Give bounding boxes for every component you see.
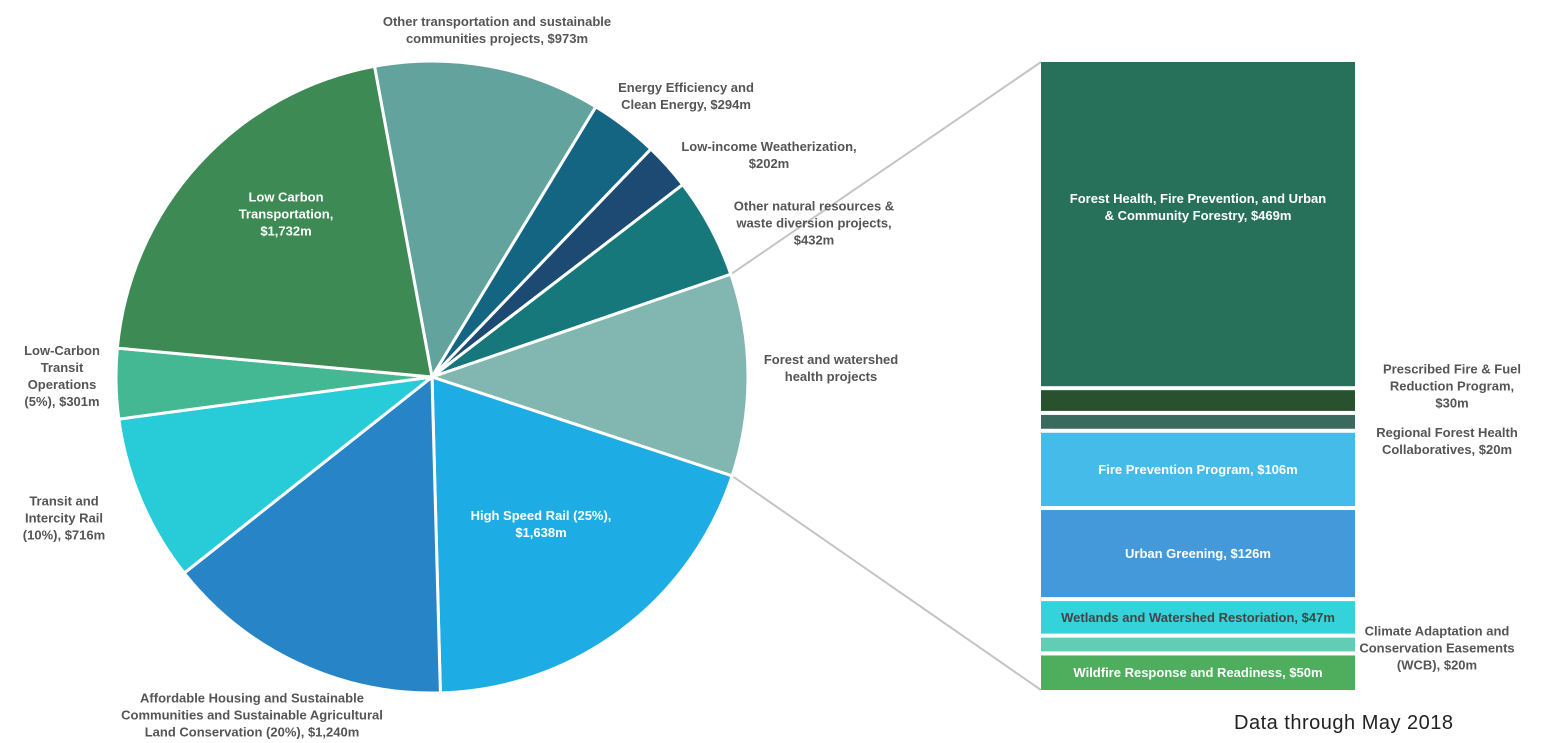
pie-label-energy-efficiency-and-clean-energy-294m-line: Clean Energy, $294m (621, 97, 751, 112)
pie-label-other-transportation-and-sustainable-com-line: communities projects, $973m (406, 31, 588, 46)
pie-slice-other-transportation-and-sustainable-com (372, 59, 598, 382)
bar-segment-prescribed-fire-fuel-reduction-program-3 (1041, 390, 1355, 411)
data-date-note: Data through May 2018 (1234, 712, 1454, 734)
connector-line-top (730, 61, 1042, 276)
pie-label-low-income-weatherization-202m-line: Low-income Weatherization, (681, 139, 856, 154)
pie-label-energy-efficiency-and-clean-energy-294m: Energy Efficiency and Clean Energy, $294m (618, 80, 754, 112)
pie-label-affordable-housing-and-sustainable-commu-line: Land Conservation (20%), $1,240m (145, 725, 360, 740)
pie-slice-transit-and-intercity-rail-10-716m (117, 374, 438, 576)
pie-slice-forest-and-watershed-health-projects (427, 272, 750, 478)
bar-label-climate-adaptation-and-conservation-ease-line: (WCB), $20m (1397, 658, 1477, 673)
pie-label-low-carbon-transit-operations-5-301m-line: Operations (28, 377, 97, 392)
pie-label-affordable-housing-and-sustainable-commu: Affordable Housing and Sustainable Commun… (121, 691, 383, 740)
pie-label-low-carbon-transit-operations-5-301m-line: Low-Carbon (24, 343, 100, 358)
bar-label-forest-health-fire-prevention-and-urban--line: & Community Forestry, $469m (1105, 208, 1292, 223)
pie-label-high-speed-rail-25-1-638m: High Speed Rail (25%), $1,638m (471, 508, 612, 540)
bar-label-climate-adaptation-and-conservation-ease-line: Conservation Easements (1359, 641, 1514, 656)
pie-label-transit-and-intercity-rail-10-716m-line: Intercity Rail (25, 511, 103, 526)
pie-label-low-carbon-transportation-1-732m-line: $1,732m (260, 224, 311, 239)
bar-segment-fire-prevention-program-106m (1041, 432, 1355, 507)
pie-labels: Other transportation and sustainable comm… (23, 14, 898, 740)
pie-label-low-carbon-transportation-1-732m-line: Low Carbon (248, 190, 323, 205)
pie-slice-high-speed-rail-25-1-638m (430, 374, 735, 695)
pie-label-high-speed-rail-25-1-638m-line: High Speed Rail (25%), (471, 508, 612, 523)
stacked-bar (1041, 62, 1355, 690)
pie-label-low-income-weatherization-202m-line: $202m (749, 156, 789, 171)
bar-label-urban-greening-126m: Urban Greening, $126m (1125, 546, 1271, 561)
pie-label-other-natural-resources-waste-diversion--line: Other natural resources & (734, 199, 894, 214)
bar-label-wildfire-response-and-readiness-50m-line: Wildfire Response and Readiness, $50m (1073, 665, 1322, 680)
bar-segment-regional-forest-health-collaboratives-20 (1041, 414, 1355, 429)
bar-label-fire-prevention-program-106m: Fire Prevention Program, $106m (1098, 462, 1297, 477)
pie-label-other-transportation-and-sustainable-com-line: Other transportation and sustainable (383, 14, 611, 29)
bar-label-wetlands-and-watershed-restoriation-47m: Wetlands and Watershed Restoriation, $47… (1061, 610, 1335, 625)
pie-chart (114, 59, 750, 695)
pie-label-transit-and-intercity-rail-10-716m-line: (10%), $716m (23, 528, 105, 543)
bar-label-regional-forest-health-collaboratives-20-line: Regional Forest Health (1376, 425, 1518, 440)
pie-label-high-speed-rail-25-1-638m-line: $1,638m (515, 525, 566, 540)
bar-segment-urban-greening-126m (1041, 510, 1355, 598)
pie-slice-low-carbon-transportation-1-732m (115, 64, 434, 379)
bar-label-prescribed-fire-fuel-reduction-program-3-line: Reduction Program, (1390, 379, 1514, 394)
pie-label-forest-and-watershed-health-projects-line: health projects (785, 369, 877, 384)
stacked-bar-labels: Forest Health, Fire Prevention, and Urba… (1061, 191, 1521, 680)
pie-label-low-income-weatherization-202m: Low-income Weatherization, $202m (681, 139, 856, 171)
bar-label-prescribed-fire-fuel-reduction-program-3: Prescribed Fire & Fuel Reduction Program,… (1383, 362, 1521, 411)
bar-segment-forest-health-fire-prevention-and-urban- (1041, 62, 1355, 387)
bar-segment-wetlands-and-watershed-restoriation-47m (1041, 601, 1355, 634)
pie-label-other-natural-resources-waste-diversion-: Other natural resources & waste diversion… (734, 199, 894, 248)
pie-label-energy-efficiency-and-clean-energy-294m-line: Energy Efficiency and (618, 80, 754, 95)
bar-label-forest-health-fire-prevention-and-urban--line: Forest Health, Fire Prevention, and Urba… (1070, 191, 1326, 206)
pie-label-forest-and-watershed-health-projects: Forest and watershed health projects (764, 352, 898, 384)
pie-label-low-carbon-transit-operations-5-301m-line: (5%), $301m (24, 394, 99, 409)
pie-label-forest-and-watershed-health-projects-line: Forest and watershed (764, 352, 898, 367)
pie-label-affordable-housing-and-sustainable-commu-line: Communities and Sustainable Agricultural (121, 708, 383, 723)
pie-slice-affordable-housing-and-sustainable-commu (182, 373, 442, 695)
pie-label-other-natural-resources-waste-diversion--line: waste diversion projects, (735, 216, 891, 231)
pie-label-low-carbon-transit-operations-5-301m-line: Transit (41, 360, 84, 375)
pie-label-other-transportation-and-sustainable-com: Other transportation and sustainable comm… (383, 14, 611, 46)
bar-label-prescribed-fire-fuel-reduction-program-3-line: $30m (1435, 396, 1468, 411)
pie-label-affordable-housing-and-sustainable-commu-line: Affordable Housing and Sustainable (140, 691, 364, 706)
pie-label-other-natural-resources-waste-diversion--line: $432m (794, 233, 834, 248)
bar-label-regional-forest-health-collaboratives-20-line: Collaboratives, $20m (1382, 442, 1512, 457)
bar-label-forest-health-fire-prevention-and-urban-: Forest Health, Fire Prevention, and Urba… (1070, 191, 1326, 223)
bar-label-wetlands-and-watershed-restoriation-47m-line: Wetlands and Watershed Restoriation, $47… (1061, 610, 1335, 625)
pie-label-low-carbon-transportation-1-732m-line: Transportation, (239, 207, 334, 222)
pie-label-transit-and-intercity-rail-10-716m-line: Transit and (29, 494, 98, 509)
bar-segment-wildfire-response-and-readiness-50m (1041, 655, 1355, 690)
pie-label-low-carbon-transportation-1-732m: Low Carbon Transportation, $1,732m (239, 190, 334, 239)
bar-label-climate-adaptation-and-conservation-ease-line: Climate Adaptation and (1365, 624, 1510, 639)
connector-line-bottom (731, 475, 1042, 691)
bar-label-prescribed-fire-fuel-reduction-program-3-line: Prescribed Fire & Fuel (1383, 362, 1521, 377)
pie-label-low-carbon-transit-operations-5-301m: Low-Carbon Transit Operations (5%), $301m (24, 343, 100, 409)
bar-label-climate-adaptation-and-conservation-ease: Climate Adaptation and Conservation Easem… (1359, 624, 1514, 673)
bar-label-wildfire-response-and-readiness-50m: Wildfire Response and Readiness, $50m (1073, 665, 1322, 680)
pie-label-transit-and-intercity-rail-10-716m: Transit and Intercity Rail (10%), $716m (23, 494, 105, 543)
bar-segment-climate-adaptation-and-conservation-ease (1041, 637, 1355, 652)
bar-label-fire-prevention-program-106m-line: Fire Prevention Program, $106m (1098, 462, 1297, 477)
bar-label-urban-greening-126m-line: Urban Greening, $126m (1125, 546, 1271, 561)
breakout-connectors (730, 61, 1042, 691)
bar-label-regional-forest-health-collaboratives-20: Regional Forest Health Collaboratives, $2… (1376, 425, 1518, 457)
